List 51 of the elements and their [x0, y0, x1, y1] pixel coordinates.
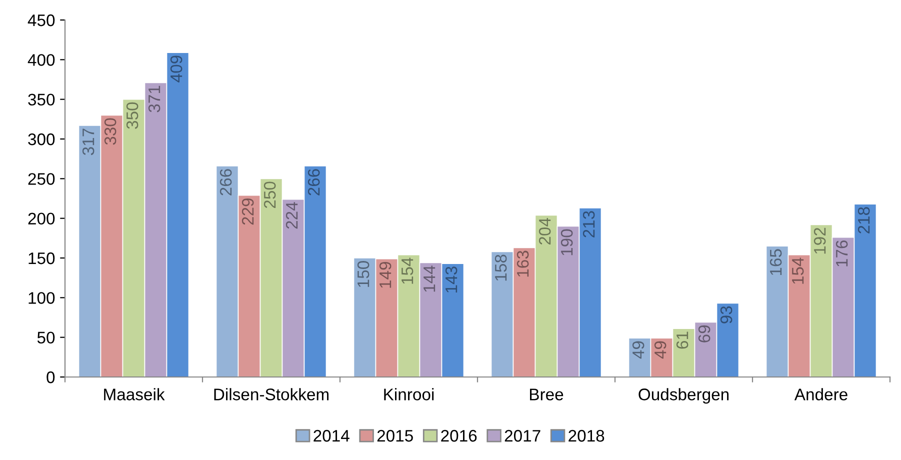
data-label: 204 [538, 218, 551, 245]
y-tick-label: 300 [28, 133, 55, 146]
legend-label: 2016 [441, 430, 477, 442]
y-tick-label: 350 [28, 94, 55, 106]
data-label: 317 [82, 128, 94, 156]
data-label: 69 [698, 325, 710, 342]
data-label: 154 [792, 258, 804, 284]
data-label: 49 [654, 341, 666, 359]
data-label: 61 [676, 332, 688, 349]
data-label: 350 [126, 102, 138, 129]
data-label: 213 [582, 211, 595, 238]
x-tick-label: Dilsen-Stokkem [214, 388, 328, 400]
y-tick-label: 450 [28, 14, 55, 26]
data-label: 371 [148, 86, 160, 112]
x-tick-label: Andere [794, 388, 848, 400]
x-tick-label: Kinrooi [384, 388, 434, 400]
y-tick-label: 150 [28, 252, 55, 264]
data-label: 190 [560, 229, 573, 256]
data-label: 163 [516, 250, 529, 277]
data-label: 330 [104, 118, 116, 145]
data-label: 409 [170, 56, 182, 82]
data-label: 250 [264, 182, 276, 208]
data-label: 158 [494, 254, 507, 281]
data-label: 165 [770, 249, 782, 276]
y-tick-label: 250 [28, 173, 55, 185]
data-label: 49 [632, 341, 644, 359]
data-label: 144 [424, 266, 436, 292]
data-label: 150 [357, 261, 370, 287]
y-tick-label: 0 [46, 371, 55, 384]
data-label: 266 [308, 169, 320, 196]
data-label: 218 [858, 207, 870, 234]
data-label: 266 [220, 169, 232, 196]
data-label: 93 [720, 306, 732, 324]
x-tick-label: Bree [530, 388, 564, 400]
data-label: 176 [836, 240, 848, 266]
y-tick-label: 50 [37, 332, 55, 344]
data-label: 154 [402, 258, 414, 284]
data-label: 143 [445, 266, 458, 292]
legend-label: 2014 [314, 430, 350, 442]
data-label: 224 [286, 202, 298, 229]
legend-label: 2015 [377, 430, 413, 442]
x-tick-label: Maaseik [104, 388, 165, 400]
y-tick-label: 400 [28, 54, 55, 66]
y-tick-label: 200 [28, 212, 55, 225]
x-tick-label: Oudsbergen [638, 388, 729, 404]
data-label: 149 [379, 262, 392, 288]
legend-label: 2017 [504, 430, 540, 442]
data-label: 192 [814, 228, 826, 254]
legend-label: 2018 [568, 430, 604, 442]
y-tick-label: 100 [28, 292, 55, 304]
data-label: 229 [242, 198, 254, 225]
